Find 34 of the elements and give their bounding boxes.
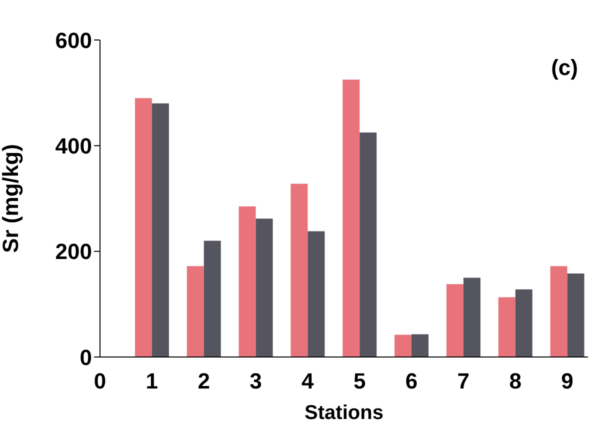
y-tick-label: 0 [80, 344, 92, 370]
x-tick-label: 1 [146, 368, 158, 394]
annotation: (c) [551, 55, 578, 81]
bar [204, 240, 221, 357]
x-tick-label: 7 [457, 368, 470, 394]
bar [186, 266, 204, 357]
bar [152, 103, 169, 357]
bar [463, 278, 480, 357]
bar [412, 334, 429, 357]
y-tick-label: 200 [55, 239, 92, 264]
x-tick-label: 8 [509, 368, 522, 394]
x-axis-title: Stations [304, 402, 384, 424]
x-tick-label: 4 [302, 368, 315, 394]
bar [342, 80, 360, 357]
x-tick-label: 3 [250, 368, 262, 394]
bar [256, 218, 273, 357]
bar [567, 274, 584, 357]
bar [550, 266, 568, 357]
x-tick-label: 5 [353, 368, 366, 394]
bar [394, 334, 412, 357]
bar [308, 231, 325, 357]
bar [134, 98, 152, 357]
y-axis-title: Sr (mg/kg) [0, 144, 23, 253]
x-tick-label: 6 [405, 368, 418, 394]
y-tick-label: 400 [55, 133, 92, 158]
bar [290, 184, 308, 357]
x-tick-label: 9 [561, 368, 574, 394]
bar [360, 132, 377, 357]
bar [238, 206, 256, 357]
y-tick-label: 600 [55, 28, 92, 53]
bar [498, 297, 516, 357]
x-tick-label: 2 [198, 368, 210, 394]
bar [515, 289, 532, 357]
bar [446, 284, 464, 357]
